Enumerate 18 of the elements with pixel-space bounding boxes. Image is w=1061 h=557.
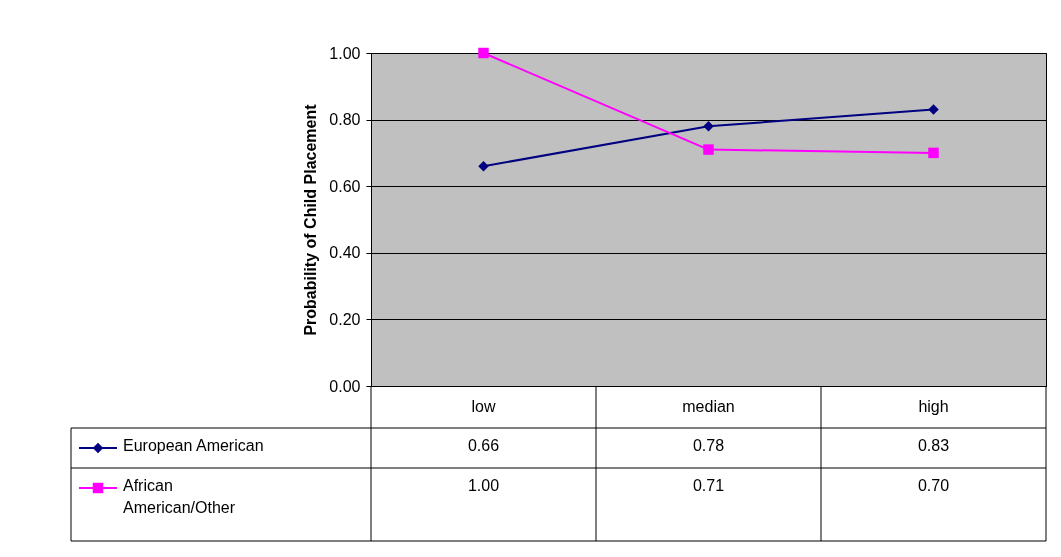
- x-tick-label: median: [682, 398, 735, 415]
- y-tick-label: 0.00: [329, 377, 361, 395]
- legend-label: European American: [123, 437, 264, 454]
- data-label: 1.00: [467, 477, 500, 494]
- y-axis-title: Probability of Child Placement: [302, 103, 320, 336]
- data-label: 0.66: [467, 437, 500, 454]
- data-label: 0.71: [692, 477, 725, 494]
- data-label: 0.78: [692, 437, 725, 454]
- y-tick-label: 0.40: [329, 244, 361, 262]
- legend-label: African American/Other: [123, 477, 236, 516]
- y-tick-label: 0.80: [329, 111, 361, 129]
- x-tick-label: high: [918, 398, 949, 415]
- y-tick-label: 1.00: [329, 44, 361, 62]
- x-tick-label: low: [471, 398, 496, 415]
- y-tick-label: 0.60: [329, 177, 361, 195]
- data-label: 0.83: [917, 437, 950, 454]
- y-tick-label: 0.20: [329, 310, 361, 328]
- data-label: 0.70: [917, 477, 950, 494]
